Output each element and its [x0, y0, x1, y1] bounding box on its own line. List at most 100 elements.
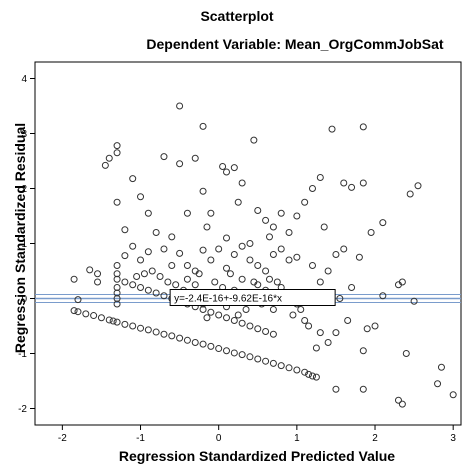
data-point — [199, 246, 207, 254]
data-point — [262, 357, 270, 365]
data-point — [273, 278, 281, 286]
data-point — [211, 278, 219, 286]
data-point — [336, 295, 344, 302]
data-point — [168, 332, 176, 340]
chart-subtitle: Dependent Variable: Mean_OrgCommJobSat — [146, 36, 444, 52]
data-point — [137, 256, 145, 264]
data-point — [410, 297, 418, 305]
y-tick-label: 2 — [21, 184, 27, 195]
data-point — [301, 198, 309, 206]
data-point — [207, 209, 215, 217]
data-point — [90, 312, 98, 320]
data-point — [250, 278, 258, 286]
data-point — [355, 253, 363, 261]
data-point — [207, 342, 215, 350]
data-point — [316, 174, 324, 181]
data-point — [183, 275, 191, 283]
data-point — [250, 136, 258, 144]
data-point — [348, 183, 356, 191]
data-point — [238, 275, 246, 283]
data-point — [113, 198, 121, 206]
data-point — [113, 318, 121, 326]
data-point — [367, 229, 375, 236]
data-point — [312, 344, 320, 352]
data-point — [129, 175, 137, 183]
data-point — [86, 266, 94, 274]
data-point — [328, 125, 336, 133]
data-point — [230, 251, 238, 258]
data-point — [234, 198, 242, 206]
plot-area-frame — [34, 61, 462, 426]
data-point — [305, 322, 313, 330]
data-point — [262, 328, 270, 335]
data-point — [359, 385, 367, 393]
data-point — [160, 330, 168, 338]
data-point — [406, 190, 414, 198]
x-axis-label: Regression Standardized Predicted Value — [118, 448, 396, 464]
data-point — [449, 391, 457, 399]
data-point — [113, 149, 121, 157]
data-point — [113, 262, 121, 269]
data-point — [402, 350, 410, 357]
fit-line-label-group: y=-2.4E-16+-9.62E-16*x — [169, 289, 336, 306]
data-point — [223, 264, 231, 272]
data-point — [305, 370, 313, 378]
data-point — [230, 317, 238, 324]
data-point — [195, 270, 203, 278]
data-point — [324, 339, 332, 346]
fit-line-label: y=-2.4E-16+-9.62E-16*x — [174, 294, 282, 305]
data-point — [254, 207, 262, 214]
data-point — [363, 325, 371, 333]
data-point — [113, 270, 121, 278]
data-point — [121, 226, 129, 234]
data-point — [137, 284, 145, 291]
data-point — [234, 311, 242, 319]
data-point — [246, 322, 254, 330]
data-point — [308, 262, 316, 269]
x-axis-ticks: -2 -1 0 1 2 3 — [58, 425, 456, 444]
fit-line-label-box — [169, 289, 336, 306]
data-point — [277, 245, 285, 253]
data-point — [308, 185, 316, 192]
data-point — [414, 182, 422, 190]
data-point — [238, 242, 246, 250]
data-point — [316, 278, 324, 286]
data-point — [133, 273, 141, 280]
data-point — [269, 306, 277, 313]
data-point — [140, 270, 148, 278]
data-point — [113, 300, 121, 308]
data-point — [160, 292, 168, 300]
data-point — [176, 334, 184, 342]
data-point — [238, 351, 246, 359]
data-point — [246, 240, 254, 247]
data-point — [344, 317, 352, 324]
data-point — [144, 286, 152, 294]
x-tick-label: 0 — [216, 433, 222, 444]
data-point — [371, 322, 379, 330]
data-point — [223, 234, 231, 242]
data-point — [203, 314, 211, 322]
data-point — [82, 310, 90, 318]
data-point — [332, 251, 340, 258]
data-point — [215, 345, 223, 353]
data-point — [121, 252, 129, 260]
data-point — [238, 319, 246, 327]
data-point — [297, 306, 305, 313]
data-point — [183, 336, 191, 344]
data-point — [215, 311, 223, 319]
x-tick-label: 3 — [450, 433, 456, 444]
data-point — [183, 262, 191, 269]
data-point — [199, 187, 207, 195]
data-point — [254, 325, 262, 333]
data-point — [277, 362, 285, 370]
y-tick-label: -1 — [18, 349, 27, 360]
data-point — [324, 267, 332, 275]
data-point — [254, 355, 262, 363]
chart-title: Scatterplot — [200, 8, 274, 24]
data-point — [379, 219, 387, 227]
data-point — [207, 308, 215, 316]
data-point — [285, 364, 293, 372]
data-point — [70, 307, 78, 315]
data-point — [97, 314, 105, 322]
data-point — [137, 193, 145, 201]
